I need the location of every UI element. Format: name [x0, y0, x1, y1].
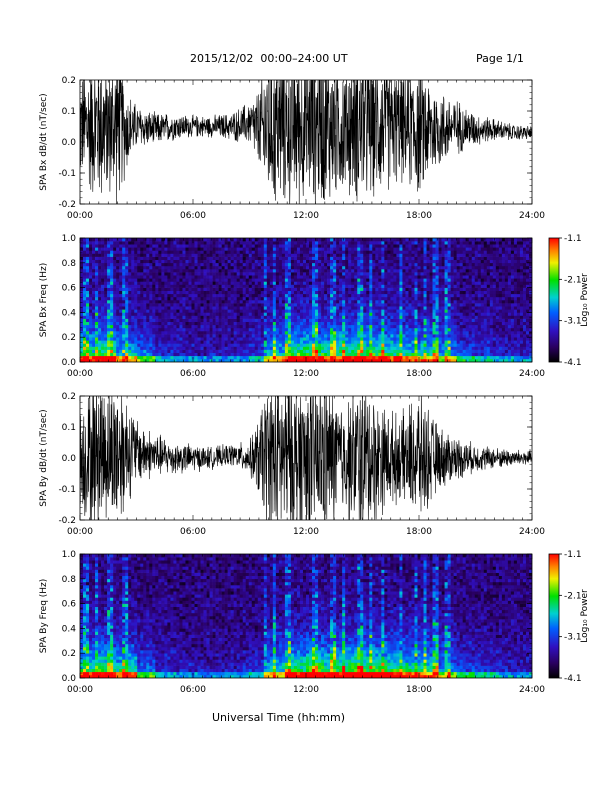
- y-tick-label: 0.4: [62, 308, 77, 318]
- y-tick-label: 0.6: [62, 284, 77, 294]
- x-tick-label: 00:00: [67, 369, 93, 379]
- x-tick-label: 12:00: [293, 527, 319, 537]
- y-tick-label: 0.0: [62, 358, 77, 368]
- x-tick-label: 12:00: [293, 211, 319, 221]
- colorbar-tick-label: -1.1: [564, 550, 582, 560]
- colorbar-tick-label: -2.1: [564, 591, 582, 601]
- colorbar-title: Log₁₀ Power: [580, 273, 590, 327]
- colorbar-tick-label: -1.1: [564, 234, 582, 244]
- y-tick-label: -0.1: [58, 169, 76, 179]
- y-tick-label: 1.0: [62, 234, 77, 244]
- y-tick-label: 0.2: [62, 392, 76, 402]
- colorbar-tick-label: -2.1: [564, 275, 582, 285]
- x-tick-label: 18:00: [406, 685, 432, 695]
- y-tick-label: -0.1: [58, 485, 76, 495]
- y-axis-label: SPA Bx dB/dt (nT/sec): [39, 93, 49, 190]
- colorbar-tick-label: -3.1: [564, 317, 582, 327]
- y-tick-label: 0.0: [62, 674, 77, 684]
- panel-4: -1.1 -2.1 -3.1 -4.1 Log₁₀ Power 00:00 06:00 12:…: [39, 550, 590, 695]
- panel-3: 00:00 06:00 12:00 18:00 24:00 -0.2 -0.1 0.0 0.1 0…: [39, 392, 545, 537]
- x-tick-label: 00:00: [67, 211, 93, 221]
- colorbar-tick-label: -3.1: [564, 633, 582, 643]
- y-axis-label: SPA Bx Freq (Hz): [39, 263, 49, 338]
- x-tick-label: 00:00: [67, 527, 93, 537]
- colorbar-title: Log₁₀ Power: [580, 589, 590, 643]
- y-tick-label: -0.2: [58, 200, 76, 210]
- series-line: [80, 80, 532, 204]
- x-tick-label: 06:00: [180, 369, 206, 379]
- x-tick-label: 24:00: [519, 369, 545, 379]
- y-tick-label: 0.2: [62, 76, 76, 86]
- x-tick-label: 12:00: [293, 685, 319, 695]
- y-tick-label: 0.1: [62, 107, 76, 117]
- x-tick-label: 18:00: [406, 211, 432, 221]
- x-tick-label: 12:00: [293, 369, 319, 379]
- y-tick-label: 0.8: [62, 575, 77, 585]
- colorbar: [548, 553, 560, 679]
- panel-1: 00:00 06:00 12:00 18:00 24:00 -0.2 -0.1 0.0 0.1 0…: [39, 76, 545, 221]
- panel-2: -1.1 -2.1 -3.1 -4.1 Log₁₀ Power 00:00 06:00 12:…: [39, 234, 590, 379]
- y-tick-label: 0.1: [62, 423, 76, 433]
- colorbar-tick-label: -4.1: [564, 358, 582, 368]
- x-tick-label: 06:00: [180, 527, 206, 537]
- y-tick-label: 0.6: [62, 600, 77, 610]
- y-tick-label: 0.2: [62, 333, 76, 343]
- x-axis-title: Universal Time (hh:mm): [212, 711, 345, 724]
- colorbar: [548, 237, 560, 363]
- x-tick-label: 18:00: [406, 527, 432, 537]
- x-tick-label: 18:00: [406, 369, 432, 379]
- y-tick-label: 0.2: [62, 649, 76, 659]
- y-tick-label: 0.4: [62, 624, 77, 634]
- y-tick-label: -0.2: [58, 516, 76, 526]
- x-tick-label: 24:00: [519, 685, 545, 695]
- y-axis-label: SPA By Freq (Hz): [39, 579, 49, 654]
- x-tick-label: 00:00: [67, 685, 93, 695]
- x-tick-label: 24:00: [519, 527, 545, 537]
- heatmap-cells: [80, 554, 532, 678]
- x-tick-label: 06:00: [180, 685, 206, 695]
- y-axis-label: SPA By dB/dt (nT/sec): [39, 409, 49, 506]
- x-tick-label: 24:00: [519, 211, 545, 221]
- series-line: [80, 396, 532, 520]
- heatmap-cells: [80, 238, 532, 362]
- page-number: Page 1/1: [476, 52, 524, 65]
- y-tick-label: 0.0: [62, 454, 77, 464]
- y-tick-label: 1.0: [62, 550, 77, 560]
- x-tick-label: 06:00: [180, 211, 206, 221]
- colorbar-tick-label: -4.1: [564, 674, 582, 684]
- page-title: 2015/12/02 00:00–24:00 UT: [190, 52, 348, 65]
- y-tick-label: 0.8: [62, 259, 77, 269]
- y-tick-label: 0.0: [62, 138, 77, 148]
